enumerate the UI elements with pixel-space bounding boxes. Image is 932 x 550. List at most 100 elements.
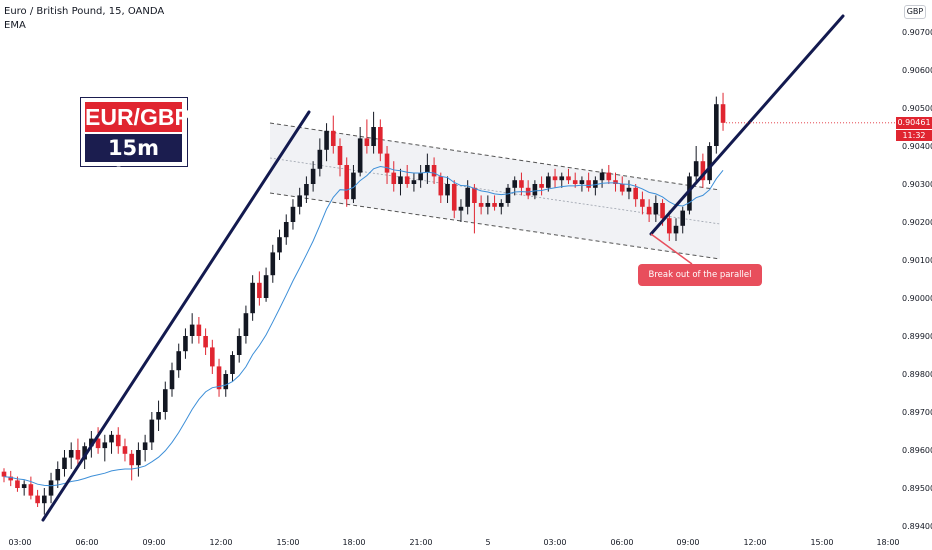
candle-body (129, 453, 134, 466)
candle-body (539, 184, 544, 188)
candle-body (384, 153, 390, 173)
candle-body (445, 184, 450, 196)
price-tick-label: 0.90300 (902, 180, 932, 189)
candle-body (169, 370, 175, 390)
candle-body (344, 165, 350, 200)
candle-body (55, 469, 61, 481)
candle-body (290, 206, 296, 222)
candle-body (626, 187, 632, 192)
price-tick-label: 0.89900 (902, 332, 932, 341)
candle-body (136, 450, 141, 466)
candle-body (391, 172, 397, 184)
candle-body (546, 176, 551, 188)
ema-line[interactable] (3, 166, 724, 487)
candle-body (646, 206, 652, 215)
candle-body (593, 180, 598, 188)
breakout-annotation[interactable]: Break out of the parallel channel (638, 264, 762, 302)
price-tick-label: 0.89500 (902, 484, 932, 493)
candle-body (418, 172, 423, 181)
candle-body (142, 442, 148, 450)
candle-body (606, 172, 612, 181)
price-axis[interactable]: 0.89400 0.89500 0.89600 0.89700 0.89800 0.899… (902, 28, 932, 531)
candle-body (404, 176, 410, 184)
candle-body (82, 446, 87, 460)
candle-body (451, 184, 457, 211)
candle-body (378, 127, 383, 154)
candle-body (317, 149, 323, 169)
candle-body (485, 203, 491, 207)
candle-body (613, 180, 618, 184)
pair-label: EUR/GBP (85, 102, 190, 132)
candle-body (21, 484, 27, 488)
time-tick-label: 06:00 (75, 538, 98, 547)
indicator-label[interactable]: EMA (4, 20, 26, 31)
candle-body (552, 176, 558, 181)
channel-lower-line[interactable] (269, 192, 721, 260)
timeframe-label: 15m chart (85, 134, 182, 188)
candle-body (579, 180, 585, 184)
candle-body (210, 347, 215, 367)
candle-body (223, 374, 229, 390)
candle-body (673, 225, 679, 234)
parallel-channel-fill (270, 123, 720, 259)
candle-body (714, 104, 719, 146)
title-box: EUR/GBP 15m chart (80, 97, 190, 188)
candle-body (277, 237, 282, 253)
candle-body (465, 187, 470, 207)
candle-body (230, 355, 235, 374)
candle-body (438, 176, 444, 196)
price-tick-label: 0.90000 (902, 294, 932, 303)
candle-body (189, 324, 195, 336)
candle-body (559, 176, 565, 181)
currency-button[interactable]: GBP (904, 5, 926, 19)
candle-body (102, 442, 108, 449)
candle-body (687, 176, 692, 211)
last-price-badge: 0.90461 (896, 117, 932, 129)
candle-body (505, 187, 511, 203)
time-tick-label: 15:00 (810, 538, 833, 547)
time-axis[interactable]: 03:00 06:00 09:00 12:00 15:00 18:00 21:00 5 03:0… (8, 538, 899, 547)
candle-body (700, 161, 706, 181)
candle-body (203, 336, 208, 348)
candle-body (599, 172, 605, 181)
channel-upper-line[interactable] (269, 122, 721, 191)
annotation-pointer (650, 233, 693, 265)
candle-body (115, 434, 121, 447)
candle-body (425, 165, 430, 173)
candle-body (398, 176, 403, 184)
breakout-trend-line[interactable] (649, 14, 845, 236)
candle-body (324, 130, 329, 150)
candles (1, 92, 726, 515)
candle-body (337, 146, 343, 165)
candle-body (720, 104, 726, 123)
price-tick-label: 0.90400 (902, 142, 932, 151)
candle-body (586, 180, 591, 188)
candle-body (653, 203, 659, 215)
candle-body (216, 366, 222, 390)
time-tick-label: 09:00 (676, 538, 699, 547)
time-tick-label: 21:00 (409, 538, 432, 547)
candle-body (297, 195, 302, 207)
candle-body (411, 180, 417, 184)
candle-body (633, 187, 638, 200)
candle-body (680, 210, 686, 226)
price-tick-label: 0.90100 (902, 256, 932, 265)
time-tick-label: 06:00 (610, 538, 633, 547)
uptrend-line[interactable] (41, 110, 311, 522)
candle-body (28, 484, 34, 496)
candle-body (371, 127, 376, 146)
candle-body (304, 184, 309, 196)
price-tick-label: 0.90500 (902, 104, 932, 113)
candle-body (283, 222, 289, 238)
symbol-title[interactable]: Euro / British Pound, 15, OANDA (4, 6, 165, 17)
price-tick-label: 0.90600 (902, 66, 932, 75)
candle-body (351, 172, 356, 200)
candle-body (357, 138, 363, 173)
candle-body (478, 203, 484, 207)
candle-body (250, 282, 255, 314)
candle-body (257, 282, 262, 298)
candle-body (519, 180, 524, 188)
candle-body (492, 203, 497, 207)
candle-body (364, 138, 370, 146)
